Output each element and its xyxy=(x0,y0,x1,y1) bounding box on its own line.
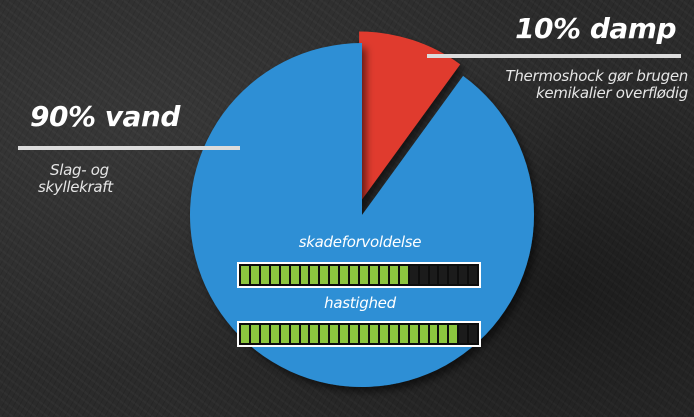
meter-segment xyxy=(300,266,309,284)
meter-segment xyxy=(260,266,269,284)
meter-segment xyxy=(250,325,259,343)
damage-meter-label: skadeforvoldelse xyxy=(298,233,422,251)
slice-water xyxy=(190,43,534,387)
meter-segment xyxy=(360,266,368,284)
meter-segment xyxy=(330,325,339,343)
meter-segment xyxy=(399,325,408,343)
meter-segment xyxy=(449,325,458,343)
meter-segment xyxy=(310,325,319,343)
water-note: Slag- og skyllekraft xyxy=(38,162,113,196)
meter-segment xyxy=(270,325,279,343)
meter-segment xyxy=(290,266,299,284)
meter-segment xyxy=(439,325,448,343)
meter-segment xyxy=(429,325,438,343)
meter-segment xyxy=(409,266,418,284)
meter-segment xyxy=(290,325,299,343)
meter-segment xyxy=(300,325,309,343)
steam-note-line-1: Thermoshock gør brugen xyxy=(505,67,688,85)
steam-title: 10% damp xyxy=(515,12,676,45)
meter-segment xyxy=(241,266,249,284)
meter-segment xyxy=(280,325,289,343)
meter-segment xyxy=(389,266,398,284)
steam-note-line-2: kemikalier overflødig xyxy=(535,84,688,102)
meter-segment xyxy=(270,266,279,284)
meter-segment xyxy=(389,325,398,343)
meter-segment xyxy=(250,266,259,284)
meter-segment xyxy=(350,325,359,343)
meter-segment xyxy=(260,325,269,343)
meter-segment xyxy=(469,325,478,343)
meter-segment xyxy=(330,266,339,284)
meter-segment xyxy=(241,325,249,343)
meter-segment xyxy=(409,325,418,343)
meter-segment xyxy=(379,266,388,284)
steam-note: Thermoshock gør brugen kemikalier overfl… xyxy=(505,68,688,102)
meter-segment xyxy=(350,266,359,284)
speed-meter-label: hastighed xyxy=(324,294,396,312)
meter-segment xyxy=(379,325,388,343)
meter-segment xyxy=(419,325,428,343)
meter-segment xyxy=(360,325,368,343)
meter-segment xyxy=(320,266,329,284)
meter-segment xyxy=(340,325,349,343)
damage-meter xyxy=(237,262,481,288)
slice-steam xyxy=(359,31,461,204)
meter-segment xyxy=(340,266,349,284)
meter-segment xyxy=(469,266,478,284)
meter-segment xyxy=(459,325,468,343)
meter-segment xyxy=(399,266,408,284)
water-rule xyxy=(18,146,240,150)
meter-segment xyxy=(280,266,289,284)
meter-segment xyxy=(310,266,319,284)
meter-segment xyxy=(439,266,448,284)
meter-segment xyxy=(369,266,378,284)
meter-segment xyxy=(369,325,378,343)
meter-segment xyxy=(449,266,458,284)
speed-meter xyxy=(237,321,481,347)
meter-segment xyxy=(320,325,329,343)
steam-rule xyxy=(427,54,681,58)
meter-segment xyxy=(419,266,428,284)
water-note-line-2: skyllekraft xyxy=(38,178,113,196)
meter-segment xyxy=(459,266,468,284)
meter-segment xyxy=(429,266,438,284)
water-note-line-1: Slag- og xyxy=(50,161,109,179)
water-title: 90% vand xyxy=(30,100,180,133)
